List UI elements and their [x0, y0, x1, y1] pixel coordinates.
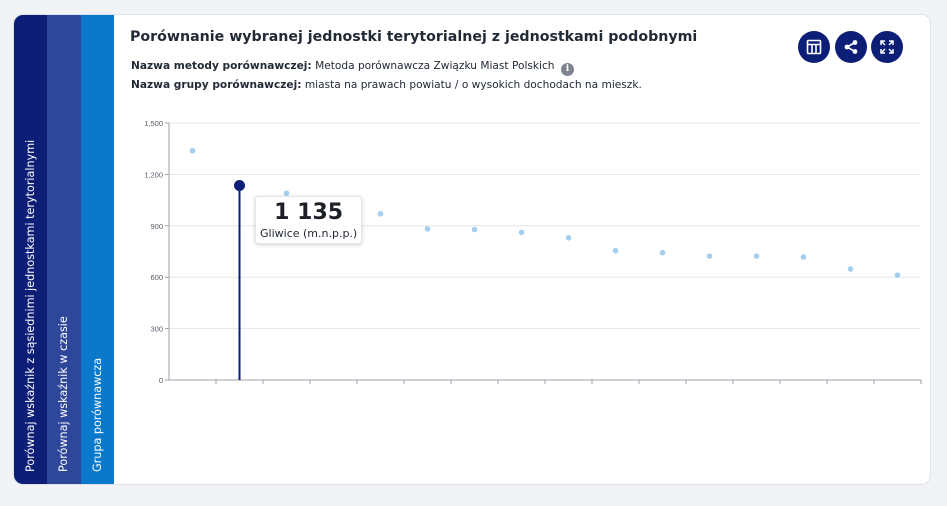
data-point [518, 229, 525, 236]
data-point [847, 266, 854, 272]
y-tick-label: 900 [150, 222, 163, 231]
tab-neighbours[interactable]: Porównaj wskaźnik z sąsiednimi jednostka… [14, 15, 47, 484]
comparison-chart: 0 300 600 900 1,200 1,500 [144, 119, 922, 385]
y-tick-label: 600 [150, 273, 163, 282]
y-tick-label: 0 [159, 376, 163, 385]
fullscreen-button[interactable] [871, 31, 903, 63]
tab-over-time[interactable]: Porównaj wskaźnik w czasie [47, 15, 81, 484]
share-icon [844, 40, 858, 54]
fullscreen-icon [880, 40, 894, 54]
info-icon[interactable]: i [560, 63, 574, 76]
method-label: Nazwa metody porównawczej: [131, 60, 312, 72]
method-value: Metoda porównawcza Związku Miast Polskic… [315, 60, 555, 72]
tooltip-value: 1 135 [274, 200, 344, 225]
data-point [894, 272, 901, 278]
data-point [377, 211, 384, 217]
tab-over-time-label: Porównaj wskaźnik w czasie [57, 316, 70, 472]
chart-card: Porównaj wskaźnik z sąsiednimi jednostka… [14, 15, 930, 484]
data-point [753, 253, 760, 259]
y-tick-label: 1,200 [144, 170, 163, 179]
data-point [612, 247, 619, 254]
data-point [424, 226, 431, 232]
data-point [659, 249, 666, 256]
data-point [189, 147, 196, 154]
data-point [565, 234, 572, 241]
method-row: Nazwa metody porównawczej: Metoda porówn… [131, 60, 574, 76]
data-point [471, 226, 478, 233]
tab-neighbours-label: Porównaj wskaźnik z sąsiednimi jednostka… [23, 139, 37, 472]
page-title: Porównanie wybranej jednostki terytorial… [130, 29, 698, 45]
tooltip-label: Gliwice (m.n.p.p.) [260, 227, 358, 240]
data-point [706, 253, 713, 259]
data-point-highlight [234, 180, 245, 192]
group-label: Nazwa grupy porównawczej: [131, 79, 302, 91]
chart-tooltip: 1 135 Gliwice (m.n.p.p.) [255, 196, 363, 244]
y-tick-label: 1,500 [144, 119, 163, 128]
group-value: miasta na prawach powiatu / o wysokich d… [304, 79, 642, 91]
y-tick-label: 300 [150, 325, 163, 334]
tab-comparison-group[interactable]: Grupa porównawcza [81, 15, 114, 484]
data-point [800, 254, 807, 260]
tab-comparison-group-label: Grupa porównawcza [90, 357, 104, 472]
table-view-button[interactable] [798, 31, 830, 63]
data-point [283, 190, 290, 197]
share-button[interactable] [835, 31, 867, 63]
table-icon [806, 39, 822, 55]
group-row: Nazwa grupy porównawczej: miasta na praw… [131, 79, 642, 91]
